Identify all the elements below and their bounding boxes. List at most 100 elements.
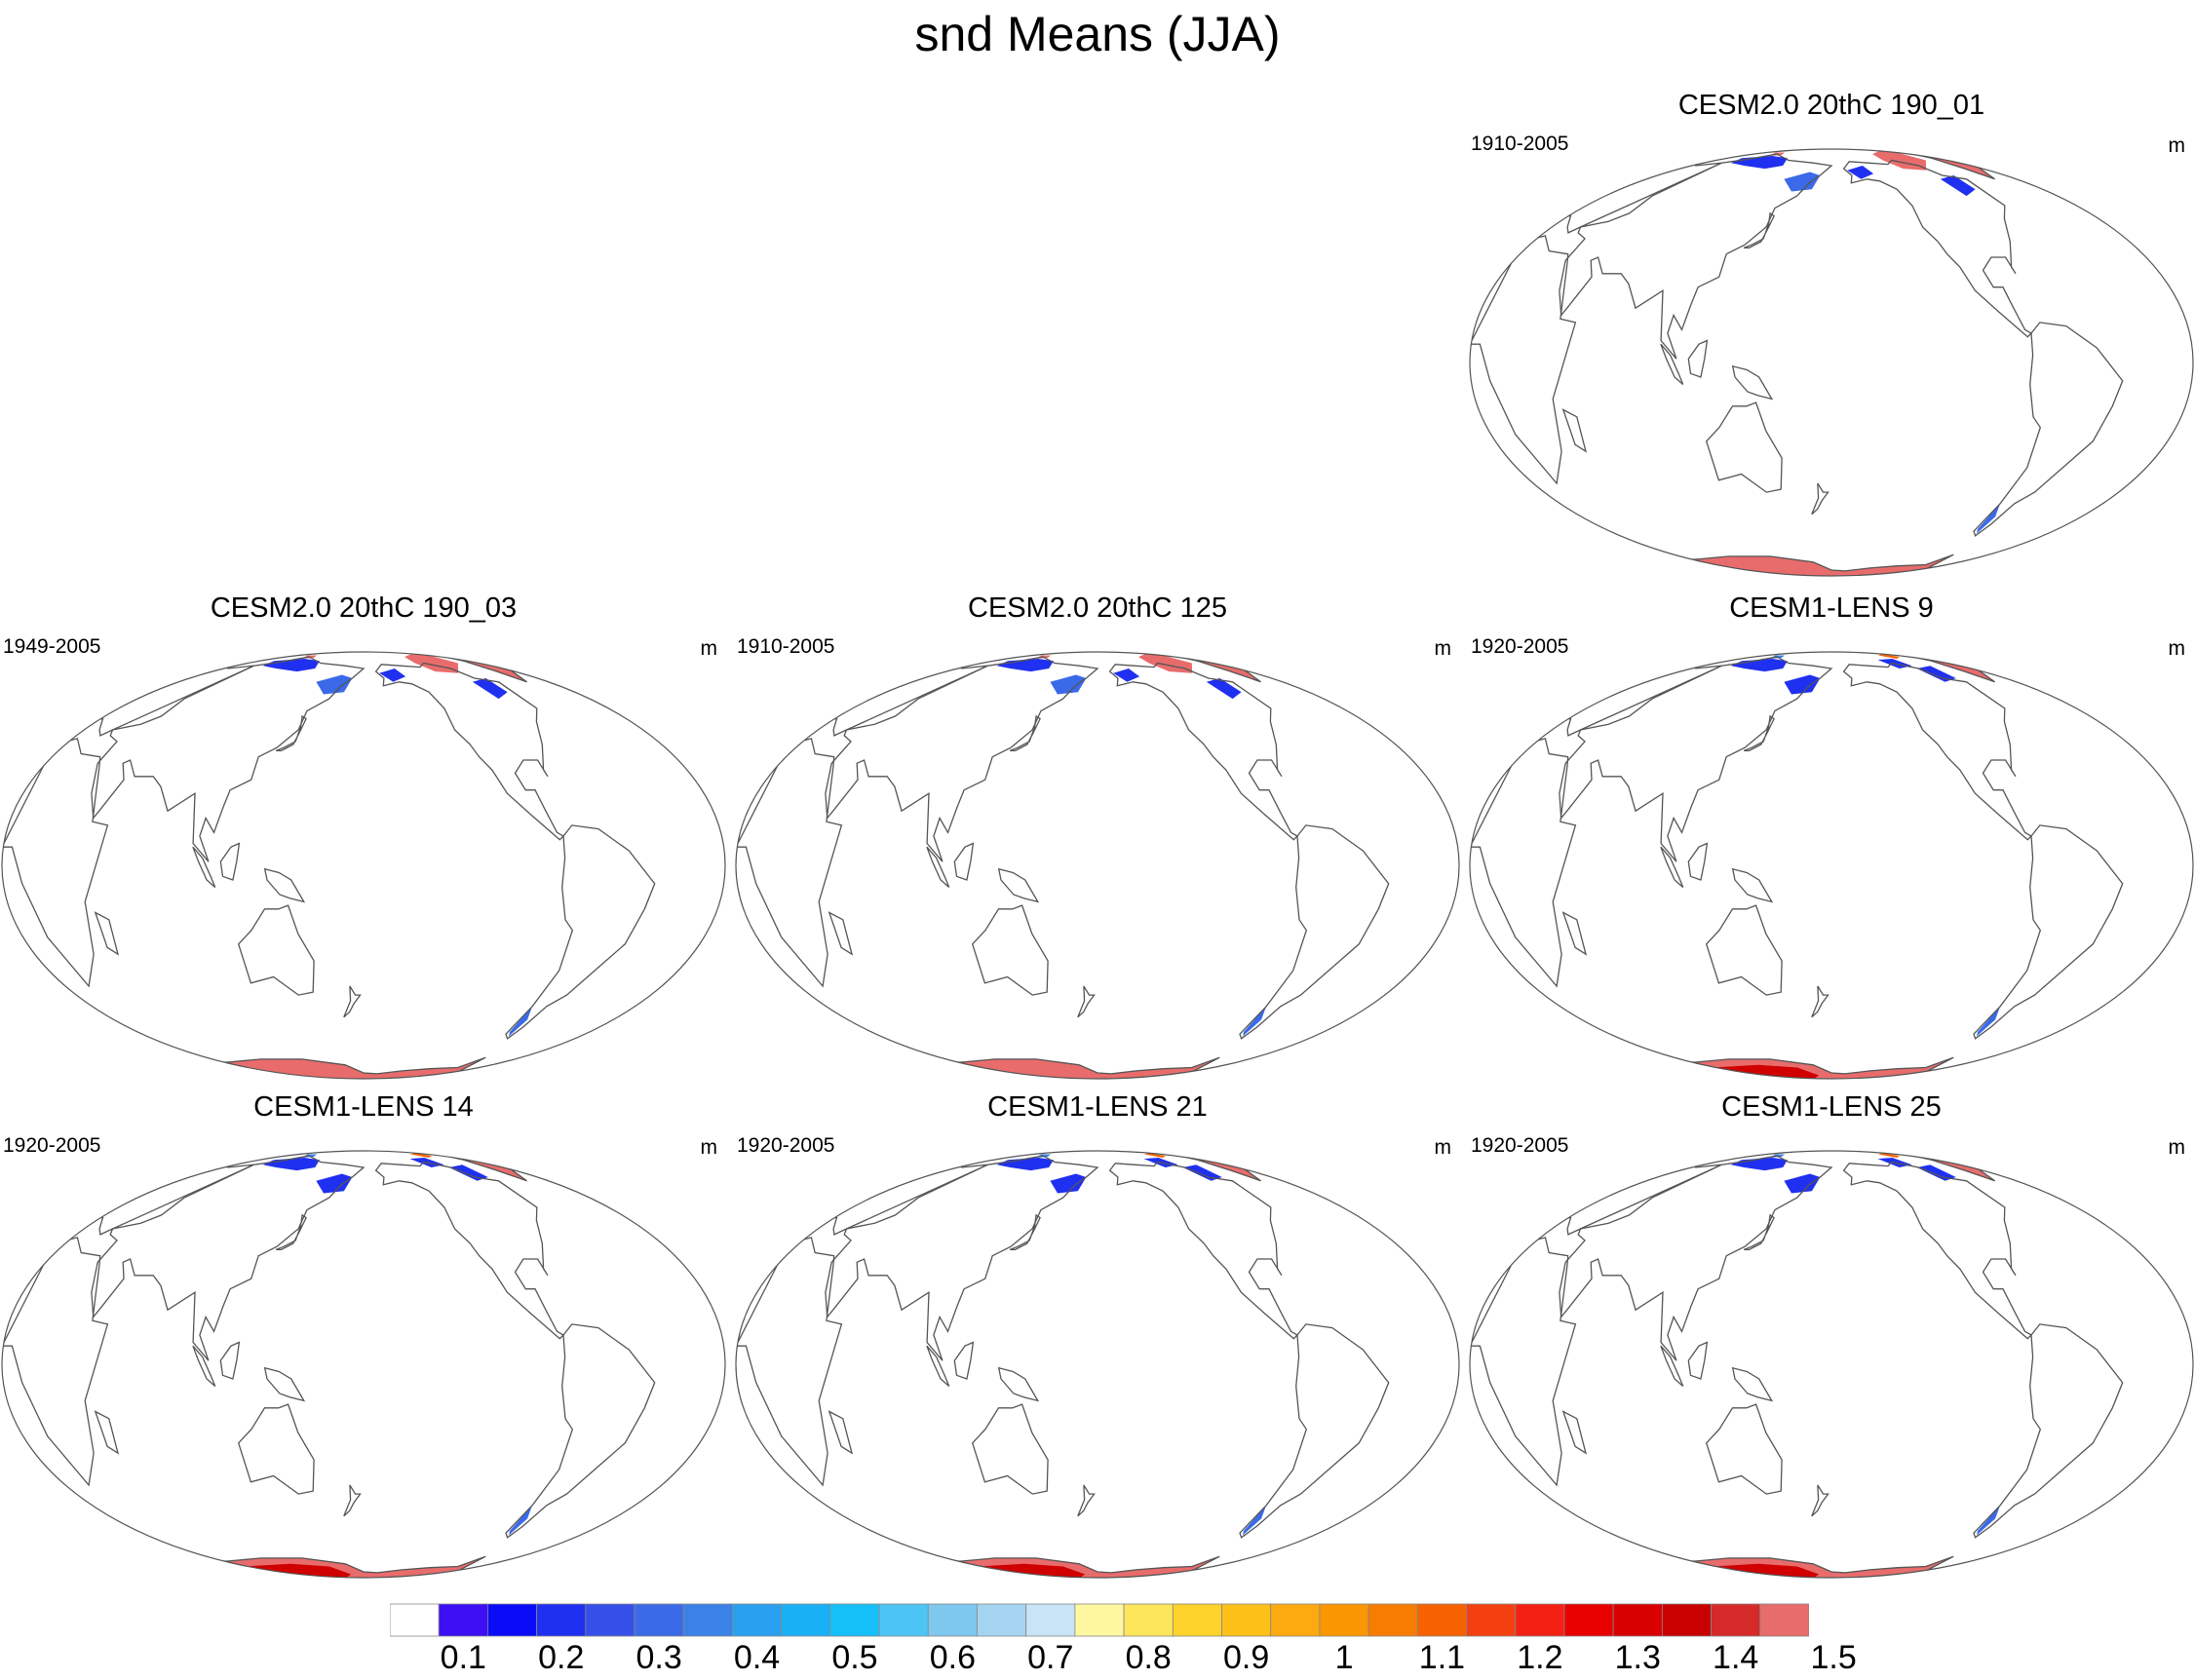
coastline-samerica [1973,824,2124,1040]
coastline-borneo [219,842,241,881]
snow-patch [1877,654,1900,659]
panel-units: m [1434,1136,1452,1159]
colorbar-tick-label: 1.4 [1713,1639,1759,1676]
colorbar-swatch [1563,1603,1614,1637]
map-panel-lens-9: CESM1-LENS 9 1920-2005 m [1468,592,2195,1080]
map-panel-lens-14: CESM1-LENS 14 1920-2005 m [0,1091,727,1579]
coastline-europe_frag [1548,162,1722,234]
coastline-newguinea [1731,364,1774,401]
coastline-newguinea [997,1366,1040,1402]
panel-title: CESM1-LENS 21 [987,1091,1208,1123]
snow-patch [1784,1173,1821,1194]
colorbar-tick-label: 0.5 [831,1639,878,1676]
colorbar-swatch [1759,1603,1809,1637]
colorbar-tick-label: 0.6 [929,1639,977,1676]
map-border [1469,651,2194,1080]
coastline-antarctica [1656,554,1996,572]
colorbar-swatch [682,1603,733,1637]
snow-patch [1784,674,1821,695]
coastline-antarctica [922,1555,1262,1574]
snow-patch [1847,166,1874,179]
coastline-australia [237,904,315,996]
coastline-europe_frag [1548,1164,1722,1236]
coastline-namerica [1842,662,2033,841]
coastline-japan [1009,1213,1041,1250]
map-content [1470,1152,2124,1578]
panel-years: 1949-2005 [3,635,101,658]
snow-patch [509,1505,533,1536]
coastline-samerica [1973,1323,2124,1539]
coastline-africa [1470,235,1577,485]
coastline-madagascar [828,911,854,956]
map-border [1469,148,2194,577]
coastline-madagascar [1561,911,1588,956]
coastline-asia [1559,1155,1833,1361]
coastline-samerica [505,1323,656,1539]
snow-patch [1050,674,1087,695]
colorbar-swatch [1612,1603,1663,1637]
antarctica-deep-snow [977,1563,1086,1578]
colorbar-tick-label: 0.4 [733,1639,781,1676]
colorbar-tick-label: 0.2 [538,1639,585,1676]
colorbar-tick-label: 1.1 [1418,1639,1466,1676]
colorbar-tick-label: 0.8 [1125,1639,1172,1676]
panel-units: m [700,637,718,660]
coastline-samerica [1973,322,2124,537]
antarctica-deep-snow [1711,1064,1820,1079]
colorbar-swatch [977,1603,1027,1637]
snow-patch [1916,666,1956,682]
coastline-uk [2047,1184,2082,1203]
coastline-japan [1743,211,1775,248]
colorbar-swatch [1025,1603,1076,1637]
coastline-japan [275,714,307,751]
panel-years: 1920-2005 [1471,1134,1569,1157]
coastline-europe_frag [1548,665,1722,737]
colorbar-swatch [732,1603,783,1637]
coastline-uk [579,1184,614,1203]
world-map [1,651,726,1080]
coastline-namerica [374,662,565,841]
colorbar-swatch [487,1603,538,1637]
map-content [2,653,656,1079]
coastline-africa [2,738,109,988]
coastline-samerica [1239,824,1390,1040]
snow-patch [1977,503,2001,534]
panel-years: 1910-2005 [1471,133,1569,155]
antarctica-deep-snow [1711,1563,1820,1578]
panel-units: m [1434,637,1452,660]
colorbar-swatch [829,1603,880,1637]
coastline-antarctica [188,1056,528,1075]
world-map [1,1150,726,1579]
coastline-europe_frag [80,665,254,737]
map-panel-125: CESM2.0 20thC 125 1910-2005 m [734,592,1461,1080]
coastline-japan [1743,1213,1775,1250]
coastline-samerica [505,824,656,1040]
coastline-asia [1559,153,1833,360]
colorbar-tick-label: 1.5 [1810,1639,1857,1676]
coastline-namerica [374,1161,565,1340]
coastline-nz [1077,985,1096,1018]
colorbar-swatch [878,1603,929,1637]
coastline-borneo [953,842,975,881]
coastline-australia [237,1403,315,1495]
map-content [1470,150,2124,576]
colorbar-swatch [1367,1603,1418,1637]
panel-units: m [2168,637,2186,660]
snow-patch [379,668,406,682]
colorbar-tick-label: 1 [1334,1639,1354,1676]
snow-patch [1872,151,1927,171]
colorbar-swatch [1270,1603,1321,1637]
colorbar-swatch [438,1603,488,1637]
panel-title: CESM1-LENS 14 [253,1091,474,1123]
coastline-nz [1811,482,1829,515]
panel-years: 1920-2005 [1471,635,1569,658]
coastline-borneo [219,1341,241,1380]
panel-years: 1910-2005 [737,635,835,658]
snow-patch [1243,1006,1267,1037]
colorbar-tick-label: 0.3 [635,1639,682,1676]
coastline-nz [1811,985,1829,1018]
snow-patch [1916,1165,1956,1181]
coastline-nz [1811,1484,1829,1517]
coastline-australia [971,904,1049,996]
coastline-borneo [1687,339,1709,378]
